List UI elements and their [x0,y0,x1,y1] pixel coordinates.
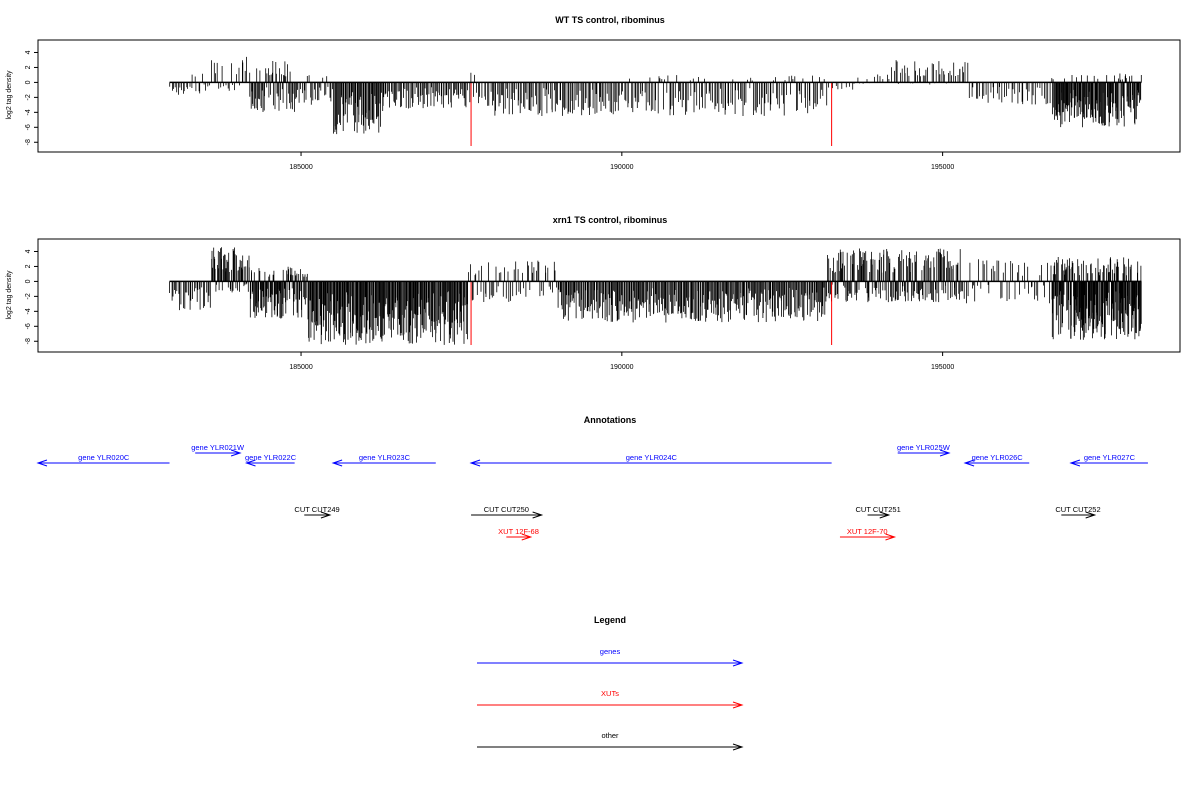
xrn1-y-axis-label: log2 tag density [6,270,13,320]
wt-track-panel: WT TS control, ribominus log2 tag densit… [6,15,1181,171]
x-tick-label: 185000 [289,364,312,371]
wt-track-title: WT TS control, ribominus [555,15,665,25]
annotation-gene: gene YLR025W [897,443,951,457]
xrn1-track-title: xrn1 TS control, ribominus [553,215,668,225]
y-tick-label: 0 [25,279,32,283]
y-tick-label: -2 [25,94,32,100]
annotation-other: CUT CUT252 [1055,505,1101,519]
x-tick-label: 185000 [289,164,312,171]
annotation-arrowhead [331,459,343,467]
wt-y-axis: 4 2 0 -2 -4 -6 -8 [25,50,38,145]
annotation-arrowhead [885,533,897,541]
annotation-gene: gene YLR026C [963,453,1030,467]
y-tick-label: -6 [25,124,32,130]
legend-item-other: other [477,731,744,751]
y-tick-label: -6 [25,323,32,329]
annotation-gene: gene YLR022C [244,453,297,467]
legend-item-xut: XUTs [477,689,744,709]
x-tick-label: 190000 [610,164,633,171]
annotation-xut: XUT 12F-70 [839,527,897,541]
x-tick-label: 195000 [931,364,954,371]
xrn1-marker-lines [470,281,833,345]
annotation-arrowhead [879,511,891,519]
annotation-gene: gene YLR021W [191,443,245,457]
xrn1-track-panel: xrn1 TS control, ribominus log2 tag dens… [6,215,1181,371]
y-tick-label: -4 [25,308,32,314]
annotation-label: gene YLR026C [972,453,1024,462]
y-tick-label: -2 [25,293,32,299]
x-tick-label: 195000 [931,164,954,171]
annotation-label: XUT 12F-70 [847,527,888,536]
annotation-label: gene YLR025W [897,443,951,452]
legend-item-gene: genes [477,647,744,667]
y-tick-label: 2 [25,65,32,69]
annotation-label: gene YLR023C [359,453,411,462]
annotation-gene: gene YLR020C [36,453,170,467]
xrn1-x-axis: 185000 190000 195000 [289,352,954,371]
legend-items: genes XUTs other [477,647,744,751]
annotation-label: gene YLR022C [245,453,297,462]
legend-arrowhead [732,743,744,751]
wt-plot-frame [37,39,1181,153]
legend-label: other [601,731,619,740]
annotation-xut: XUT 12F-68 [498,527,539,541]
annotation-label: gene YLR020C [78,453,130,462]
annotation-arrowhead [469,459,481,467]
annotation-gene: gene YLR024C [469,453,832,467]
annotation-label: gene YLR021W [191,443,245,452]
wt-y-axis-label: log2 tag density [6,70,13,120]
annotation-arrowhead [1069,459,1081,467]
legend-label: XUTs [601,689,619,698]
y-tick-label: 2 [25,264,32,268]
legend-arrowhead [732,659,744,667]
annotation-other: CUT CUT250 [471,505,544,519]
y-tick-label: 4 [25,249,32,253]
legend-label: genes [600,647,621,656]
annotation-label: CUT CUT250 [484,505,529,514]
annotation-arrowhead [36,459,48,467]
legend-title: Legend [594,615,626,625]
x-tick-label: 190000 [610,364,633,371]
annotation-arrowhead [963,459,975,467]
annotations-title: Annotations [584,415,637,425]
wt-x-axis: 185000 190000 195000 [289,152,954,171]
annotation-arrowhead [230,449,242,457]
y-tick-label: 0 [25,80,32,84]
xrn1-plot-frame [37,238,1181,353]
wt-marker-lines [470,82,833,146]
annotation-arrowhead [244,459,256,467]
annotation-other: CUT CUT251 [855,505,901,519]
annotation-gene: gene YLR023C [331,453,436,467]
annotation-label: XUT 12F-68 [498,527,539,536]
legend-panel: Legend genes XUTs other [477,615,744,751]
legend-arrowhead [732,701,744,709]
xrn1-bars [169,247,1142,345]
annotation-arrowhead [320,511,332,519]
annotation-other: CUT CUT249 [294,505,340,519]
y-tick-label: -4 [25,109,32,115]
wt-bars [169,56,1142,135]
annotation-label: CUT CUT251 [855,505,900,514]
annotation-label: gene YLR024C [626,453,678,462]
annotation-gene: gene YLR027C [1069,453,1148,467]
y-tick-label: 4 [25,50,32,54]
y-tick-label: -8 [25,139,32,145]
annotation-label: gene YLR027C [1084,453,1136,462]
annotation-label: CUT CUT252 [1055,505,1100,514]
annotation-arrowhead [521,533,533,541]
xrn1-y-axis: 4 2 0 -2 -4 -6 -8 [25,249,38,344]
annotation-arrowhead [939,449,951,457]
annotation-arrowhead [1085,511,1097,519]
annotation-arrowhead [532,511,544,519]
annotation-label: CUT CUT249 [294,505,339,514]
y-tick-label: -8 [25,338,32,344]
